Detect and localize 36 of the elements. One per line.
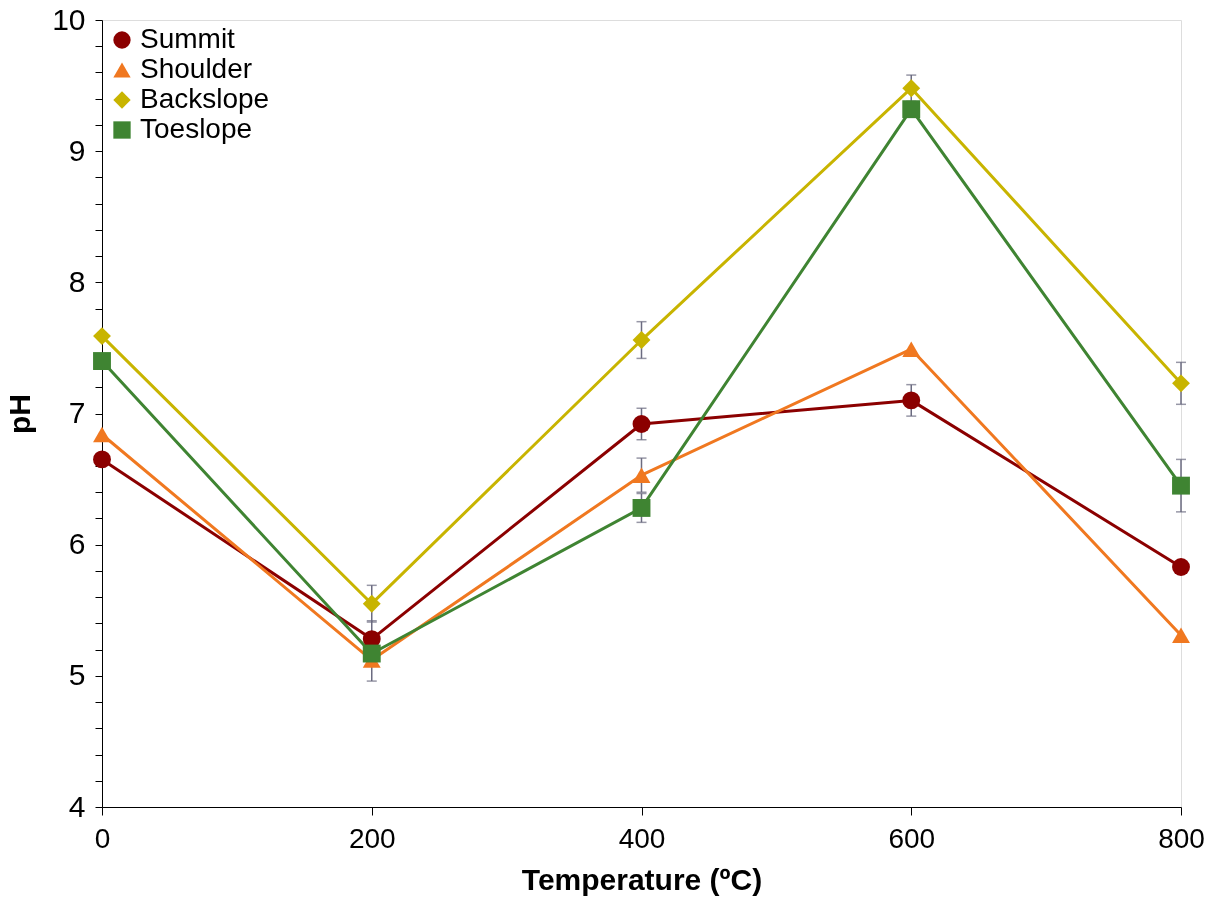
y-tick-label: 7 [68,396,86,429]
legend-label: Toeslope [140,113,253,144]
x-tick-label: 400 [618,822,666,854]
point [362,594,381,613]
point [632,415,651,433]
legend-label: Summit [140,23,236,54]
y-tick-label: 9 [68,133,86,167]
point [93,450,111,469]
point [1172,374,1190,393]
point [93,327,111,346]
point [1172,627,1190,643]
point [93,352,111,370]
point [1172,476,1190,495]
point [362,644,381,663]
point [902,79,921,98]
y-axis-title: pH [3,394,37,434]
point [902,391,921,410]
point [632,499,651,517]
legend-label: Backslope [140,83,270,114]
x-axis-title: Temperature (ºC) [521,862,763,896]
x-tick-label: 800 [1158,822,1205,854]
y-tick-label: 6 [68,527,86,561]
y-tick-label: 10 [52,2,86,36]
point [632,331,651,349]
y-tick-label: 8 [68,264,86,298]
x-tick-label: 0 [94,822,111,854]
point [632,467,651,483]
x-tick-label: 600 [888,822,936,854]
legend-label: Shoulder [140,53,253,84]
point [1172,558,1190,576]
point [902,341,921,357]
y-tick-label: 4 [68,789,86,823]
point [93,426,111,443]
x-tick-label: 200 [348,822,396,854]
y-tick-label: 5 [68,658,86,692]
point [902,100,921,119]
